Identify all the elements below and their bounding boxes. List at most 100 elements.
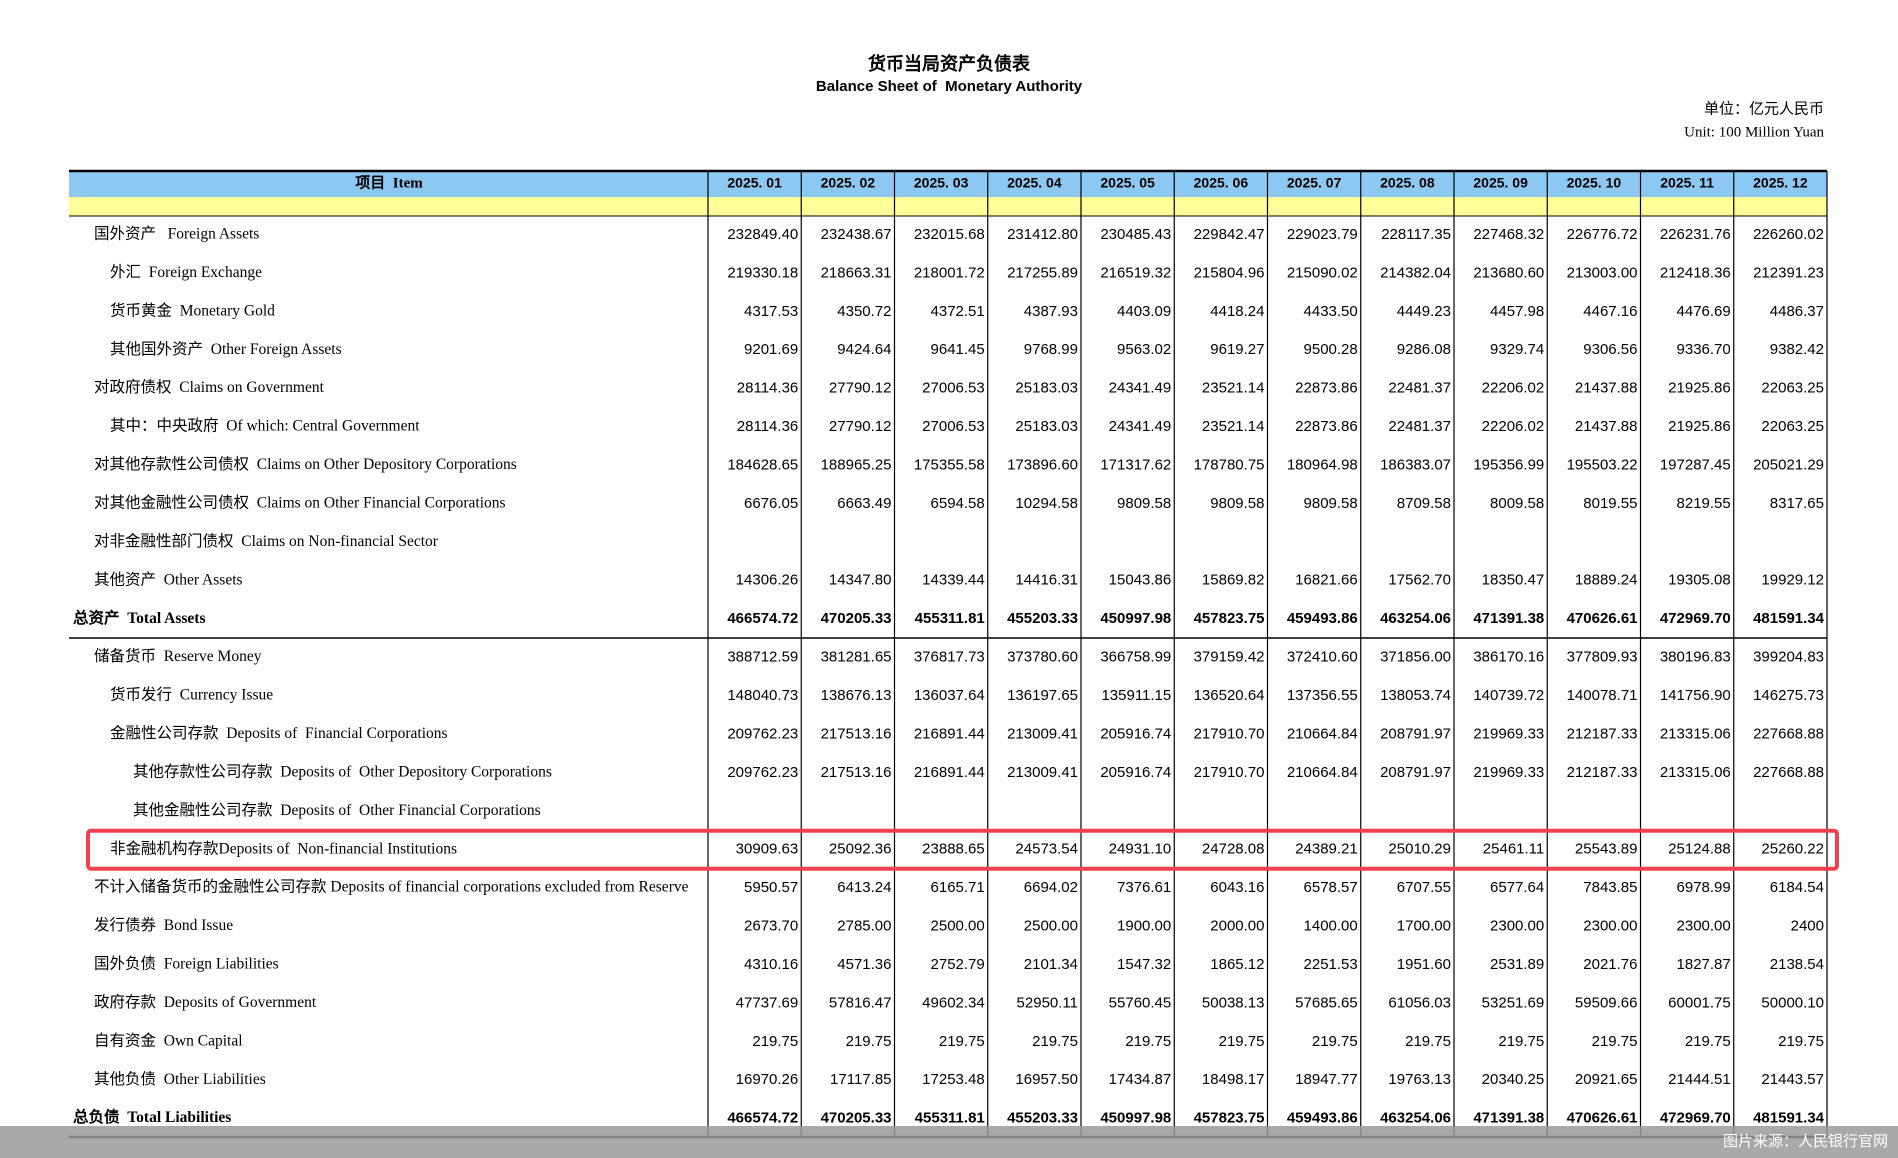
cell-value: 463254.06 — [1380, 1110, 1451, 1127]
cell-value: 52950.11 — [1017, 994, 1078, 1011]
cell-value: 178780.75 — [1194, 456, 1265, 473]
cell-value: 472969.70 — [1660, 610, 1731, 627]
cell-value: 184628.65 — [727, 456, 798, 473]
column-header: 2025. 07 — [1287, 175, 1342, 191]
cell-value: 4449.23 — [1397, 303, 1451, 320]
cell-value: 20340.25 — [1482, 1071, 1545, 1088]
cell-value: 55760.45 — [1109, 994, 1172, 1011]
cell-value: 6165.71 — [931, 879, 985, 896]
cell-value: 227468.32 — [1473, 226, 1544, 243]
cell-value: 22206.02 — [1482, 380, 1545, 397]
cell-value: 472969.70 — [1660, 1110, 1731, 1127]
cell-value: 219.75 — [1778, 1033, 1824, 1050]
cell-value: 208791.97 — [1380, 764, 1451, 781]
cell-value: 8317.65 — [1770, 495, 1824, 512]
cell-value: 197287.45 — [1660, 456, 1731, 473]
cell-value: 195503.22 — [1567, 456, 1638, 473]
unit-zh: 单位：亿元人民币 — [1704, 100, 1824, 117]
cell-value: 9329.74 — [1490, 341, 1544, 358]
cell-value: 2500.00 — [1024, 918, 1078, 935]
cell-value: 6676.05 — [744, 495, 798, 512]
highlight-box — [86, 828, 1839, 871]
cell-value: 466574.72 — [727, 1110, 798, 1127]
cell-value: 18947.77 — [1295, 1071, 1358, 1088]
row-label: 货币发行 Currency Issue — [110, 686, 273, 704]
cell-value: 213003.00 — [1567, 264, 1638, 281]
cell-value: 24931.10 — [1109, 841, 1172, 858]
cell-value: 148040.73 — [727, 687, 798, 704]
cell-value: 2300.00 — [1583, 918, 1637, 935]
cell-value: 226231.76 — [1660, 226, 1731, 243]
cell-value: 9500.28 — [1304, 341, 1358, 358]
cell-value: 186383.07 — [1380, 456, 1451, 473]
cell-value: 30909.63 — [736, 841, 799, 858]
cell-value: 1951.60 — [1397, 956, 1451, 973]
row-label: 国外负债 Foreign Liabilities — [94, 955, 279, 973]
cell-value: 28114.36 — [737, 380, 798, 397]
cell-value: 2785.00 — [837, 918, 891, 935]
cell-value: 381281.65 — [821, 649, 892, 666]
cell-value: 455311.81 — [915, 610, 985, 627]
cell-value: 4418.24 — [1210, 303, 1264, 320]
cell-value: 18350.47 — [1482, 572, 1545, 589]
cell-value: 24341.49 — [1109, 380, 1172, 397]
cell-value: 4486.37 — [1770, 303, 1824, 320]
column-header: 2025. 05 — [1100, 175, 1155, 191]
cell-value: 61056.03 — [1388, 994, 1451, 1011]
title: 货币当局资产负债表 — [868, 53, 1031, 74]
cell-value: 386170.16 — [1473, 649, 1544, 666]
cell-value: 2138.54 — [1770, 956, 1824, 973]
cell-value: 9424.64 — [837, 341, 891, 358]
cell-value: 1400.00 — [1304, 918, 1358, 935]
row-label: 对非金融性部门债权 Claims on Non-financial Sector — [94, 532, 439, 550]
cell-value: 213315.06 — [1660, 725, 1731, 742]
cell-value: 4467.16 — [1583, 303, 1637, 320]
cell-value: 25010.29 — [1388, 841, 1451, 858]
cell-value: 219.75 — [1685, 1033, 1731, 1050]
row-label: 总负债 Total Liabilities — [73, 1107, 231, 1126]
cell-value: 14339.44 — [922, 572, 985, 589]
row-label: 其他存款性公司存款 Deposits of Other Depository C… — [133, 762, 552, 780]
cell-value: 1865.12 — [1210, 956, 1264, 973]
cell-value: 4387.93 — [1024, 303, 1078, 320]
cell-value: 2300.00 — [1490, 918, 1544, 935]
cell-value: 2021.76 — [1583, 956, 1637, 973]
cell-value: 210664.84 — [1287, 725, 1358, 742]
cell-value: 27790.12 — [829, 380, 892, 397]
cell-value: 457823.75 — [1194, 610, 1265, 627]
cell-value: 8219.55 — [1677, 495, 1731, 512]
cell-value: 140739.72 — [1473, 687, 1544, 704]
cell-value: 7843.85 — [1583, 879, 1637, 896]
cell-value: 17117.85 — [830, 1071, 891, 1088]
cell-value: 212187.33 — [1567, 725, 1638, 742]
cell-value: 4317.53 — [744, 303, 798, 320]
column-header: 2025. 02 — [821, 175, 876, 191]
cell-value: 6577.64 — [1490, 879, 1544, 896]
cell-value: 195356.99 — [1473, 456, 1544, 473]
column-header: 2025. 12 — [1753, 175, 1808, 191]
cell-value: 19763.13 — [1388, 1071, 1451, 1088]
cell-value: 216891.44 — [914, 725, 985, 742]
cell-value: 6594.58 — [931, 495, 985, 512]
cell-value: 212187.33 — [1567, 764, 1638, 781]
cell-value: 373780.60 — [1007, 649, 1078, 666]
cell-value: 9809.58 — [1210, 495, 1264, 512]
cell-value: 20921.65 — [1575, 1071, 1638, 1088]
cell-value: 23521.14 — [1202, 380, 1265, 397]
cell-value: 1827.87 — [1677, 956, 1731, 973]
cell-value: 17434.87 — [1109, 1071, 1172, 1088]
cell-value: 215090.02 — [1287, 264, 1358, 281]
cell-value: 25124.88 — [1668, 841, 1731, 858]
cell-value: 22481.37 — [1388, 380, 1451, 397]
cell-value: 21925.86 — [1668, 380, 1731, 397]
cell-value: 216891.44 — [914, 764, 985, 781]
cell-value: 1547.32 — [1117, 956, 1171, 973]
cell-value: 22873.86 — [1295, 418, 1358, 435]
cell-value: 2500.00 — [931, 918, 985, 935]
cell-value: 213315.06 — [1660, 764, 1731, 781]
cell-value: 16957.50 — [1015, 1071, 1078, 1088]
cell-value: 232438.67 — [821, 226, 892, 243]
cell-value: 136197.65 — [1007, 687, 1078, 704]
cell-value: 219.75 — [752, 1033, 798, 1050]
